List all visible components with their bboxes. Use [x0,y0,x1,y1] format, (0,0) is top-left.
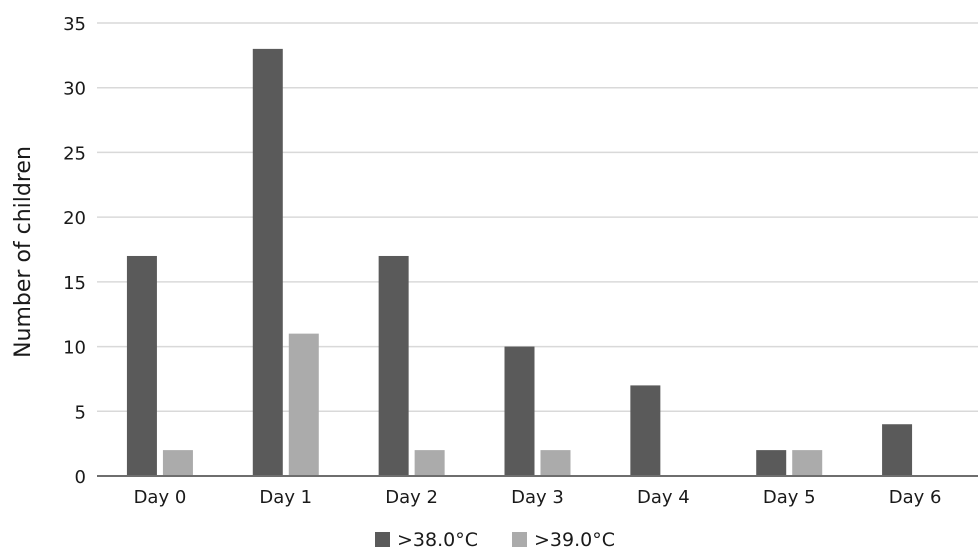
x-tick-label: Day 4 [637,487,690,508]
legend-label-1: >39.0°C [534,529,615,549]
y-tick-label: 20 [63,208,86,229]
y-axis-title: Number of children [11,146,36,358]
bar-series1-day-5 [792,450,823,476]
y-tick-label: 30 [63,79,86,100]
gridlines [97,22,978,413]
x-tick-label: Day 6 [889,487,942,508]
legend: >38.0°C >39.0°C [375,529,615,549]
y-tick-label: 10 [63,338,86,359]
y-tick-label: 15 [63,273,86,294]
x-tick-label: Day 0 [134,487,187,508]
y-tick-label: 35 [63,14,86,35]
bar-series0-day-0 [126,255,157,476]
axes: 0 5 10 15 20 25 30 35 Day 0 Day 1 Day 2 Day 3 Day 4 D… [63,14,978,508]
y-tick-label: 5 [75,402,86,423]
bar-series1-day-2 [414,450,445,476]
x-tick-label: Day 2 [385,487,438,508]
legend-label-0: >38.0°C [397,529,478,549]
legend-swatch-1 [512,532,527,547]
bar-series0-day-2 [378,255,409,476]
y-tick-label: 0 [75,467,86,488]
bars [126,48,913,477]
bar-series0-day-3 [504,346,535,476]
legend-swatch-0 [375,532,390,547]
bar-series0-day-1 [252,48,283,477]
x-tick-label: Day 5 [763,487,816,508]
bar-series1-day-0 [162,450,193,476]
x-tick-label: Day 3 [511,487,564,508]
bar-series0-day-5 [756,450,787,476]
bar-series0-day-6 [882,424,913,476]
x-tick-label: Day 1 [259,487,312,508]
y-tick-label: 25 [63,143,86,164]
bar-series1-day-3 [540,450,571,476]
bar-series1-day-1 [288,333,319,476]
bar-series0-day-4 [630,385,661,476]
